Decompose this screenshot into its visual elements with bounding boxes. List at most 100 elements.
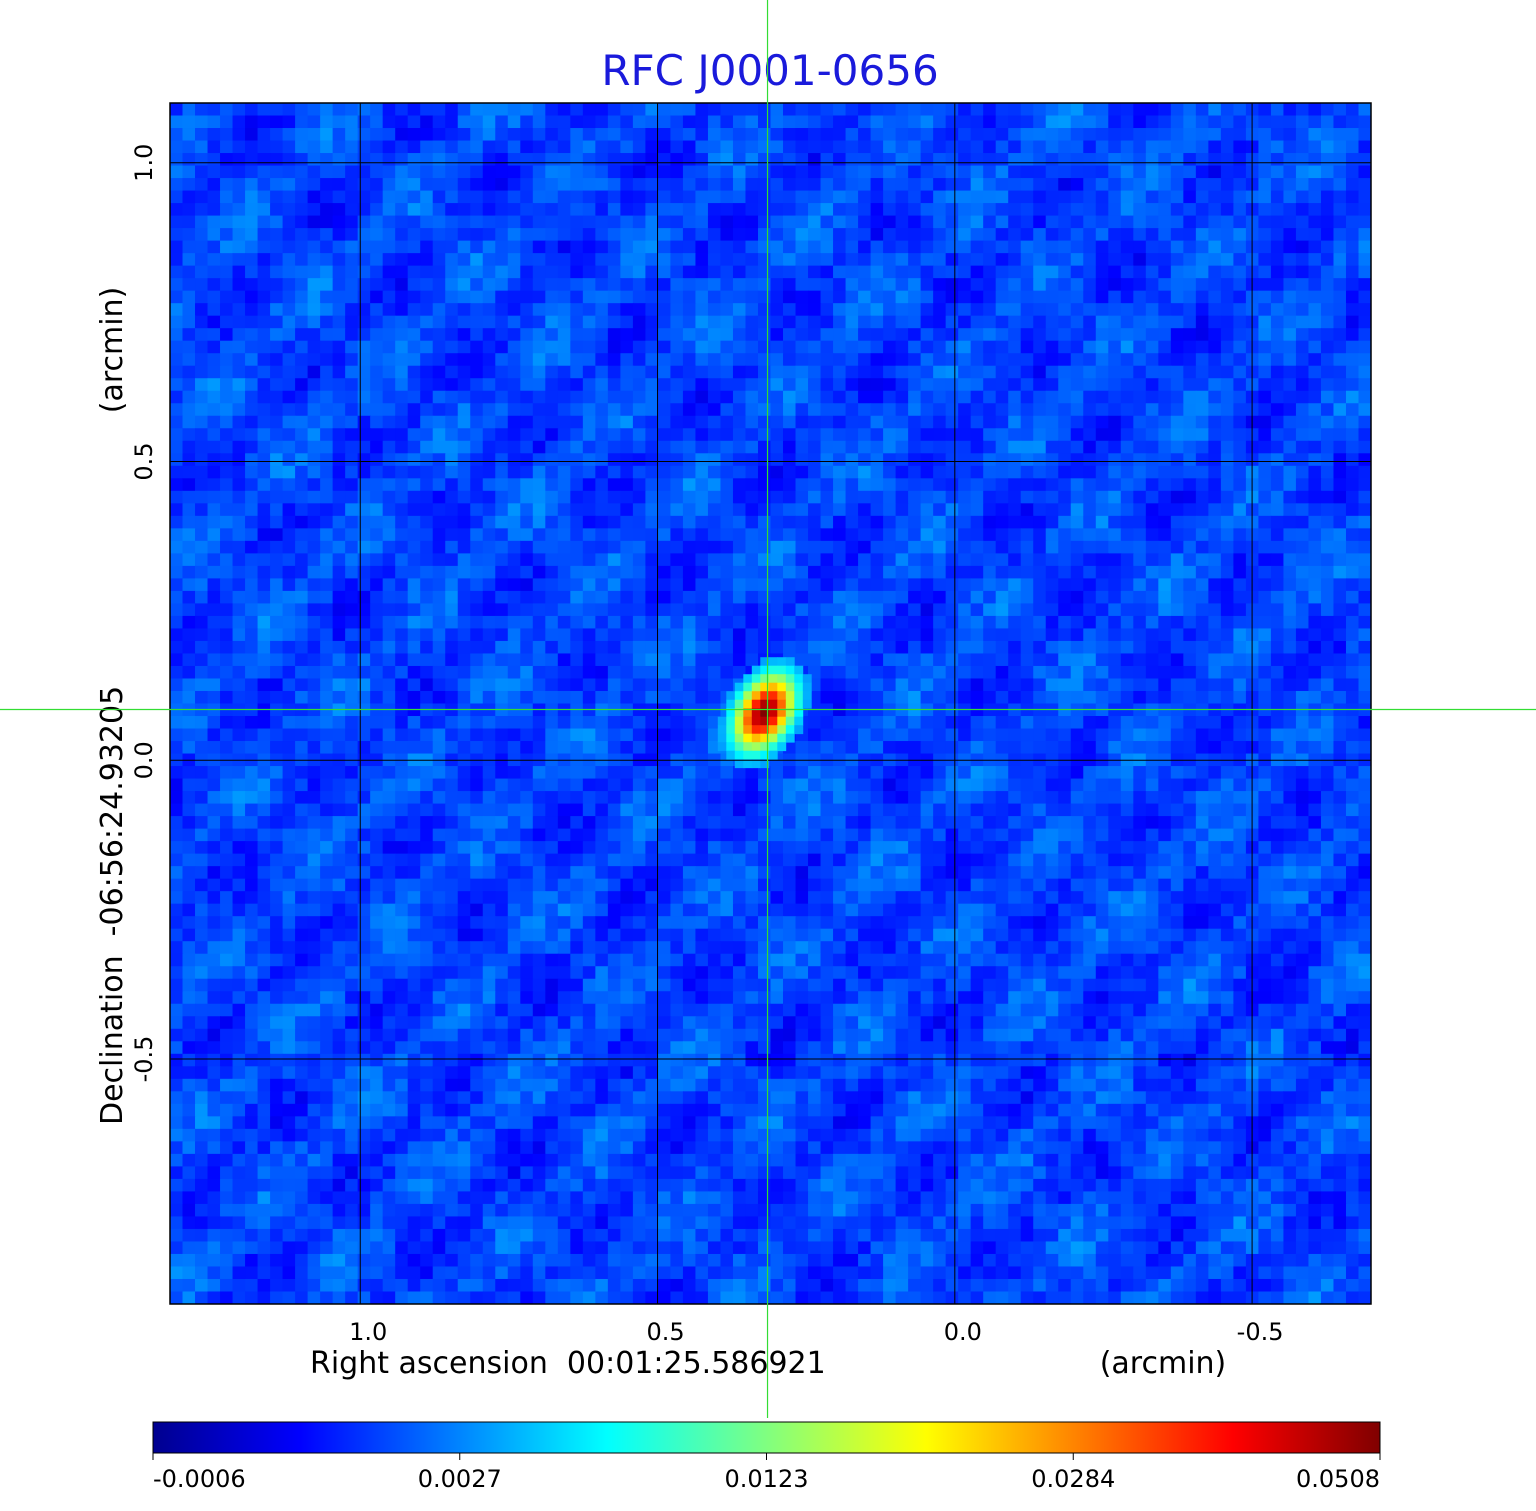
noise-pixel bbox=[1333, 415, 1347, 429]
noise-pixel bbox=[532, 553, 546, 567]
noise-pixel bbox=[1283, 228, 1297, 242]
noise-pixel bbox=[1008, 178, 1022, 192]
noise-pixel bbox=[695, 615, 709, 630]
noise-pixel bbox=[407, 278, 421, 292]
noise-pixel bbox=[783, 265, 797, 279]
noise-pixel bbox=[1333, 303, 1347, 317]
noise-pixel bbox=[607, 603, 621, 617]
noise-pixel bbox=[245, 565, 259, 579]
noise-pixel bbox=[332, 578, 346, 592]
noise-pixel bbox=[1133, 628, 1147, 642]
noise-pixel bbox=[920, 515, 934, 529]
noise-pixel bbox=[1070, 178, 1084, 192]
noise-pixel bbox=[282, 653, 296, 667]
noise-pixel bbox=[545, 340, 559, 354]
noise-pixel bbox=[270, 640, 284, 655]
noise-pixel bbox=[883, 553, 897, 567]
noise-pixel bbox=[345, 615, 359, 630]
noise-pixel bbox=[495, 716, 509, 730]
noise-pixel bbox=[958, 153, 972, 167]
noise-pixel bbox=[757, 253, 772, 267]
noise-pixel bbox=[632, 565, 646, 579]
noise-pixel bbox=[482, 303, 496, 317]
noise-pixel bbox=[1308, 565, 1322, 579]
noise-pixel bbox=[1358, 690, 1371, 705]
noise-pixel bbox=[445, 103, 459, 117]
noise-pixel bbox=[532, 415, 546, 429]
noise-pixel bbox=[545, 603, 559, 617]
noise-pixel bbox=[845, 428, 859, 442]
noise-pixel bbox=[1120, 278, 1134, 292]
noise-pixel bbox=[1170, 390, 1184, 404]
noise-pixel bbox=[757, 228, 772, 242]
noise-pixel bbox=[1033, 653, 1047, 667]
noise-pixel bbox=[1120, 665, 1134, 680]
noise-pixel bbox=[1158, 528, 1172, 542]
noise-pixel bbox=[1158, 278, 1172, 292]
noise-pixel bbox=[732, 365, 747, 379]
noise-pixel bbox=[307, 628, 321, 642]
noise-pixel bbox=[257, 128, 271, 142]
noise-pixel bbox=[958, 553, 972, 567]
noise-pixel bbox=[1233, 465, 1247, 479]
noise-pixel bbox=[470, 565, 484, 579]
noise-pixel bbox=[570, 578, 584, 592]
noise-pixel bbox=[557, 603, 571, 617]
noise-pixel bbox=[870, 628, 884, 642]
noise-pixel bbox=[170, 628, 184, 642]
noise-pixel bbox=[895, 153, 909, 167]
noise-pixel bbox=[920, 315, 934, 329]
noise-pixel bbox=[895, 640, 909, 655]
noise-pixel bbox=[170, 278, 184, 292]
noise-pixel bbox=[983, 253, 997, 267]
noise-pixel bbox=[1283, 353, 1297, 367]
noise-pixel bbox=[1133, 415, 1147, 429]
noise-pixel bbox=[1195, 140, 1209, 154]
noise-pixel bbox=[282, 515, 296, 529]
noise-pixel bbox=[645, 741, 659, 755]
noise-pixel bbox=[182, 290, 196, 304]
noise-pixel bbox=[1320, 215, 1335, 229]
noise-pixel bbox=[382, 678, 396, 692]
noise-pixel bbox=[207, 503, 221, 517]
noise-pixel bbox=[845, 190, 859, 204]
noise-pixel bbox=[345, 528, 359, 542]
noise-pixel bbox=[757, 428, 772, 442]
noise-pixel bbox=[420, 515, 434, 529]
noise-pixel bbox=[332, 365, 346, 379]
noise-pixel bbox=[1220, 203, 1234, 217]
noise-pixel bbox=[1308, 515, 1322, 529]
noise-pixel bbox=[958, 390, 972, 404]
noise-pixel bbox=[1270, 653, 1285, 667]
noise-pixel bbox=[207, 565, 221, 579]
noise-pixel bbox=[545, 290, 559, 304]
noise-pixel bbox=[670, 578, 684, 592]
noise-pixel bbox=[470, 716, 484, 730]
noise-pixel bbox=[507, 390, 521, 404]
noise-pixel bbox=[607, 203, 621, 217]
noise-pixel bbox=[220, 603, 234, 617]
noise-pixel bbox=[1333, 690, 1347, 705]
noise-pixel bbox=[595, 353, 609, 367]
noise-pixel bbox=[1108, 303, 1122, 317]
noise-pixel bbox=[720, 178, 734, 192]
noise-pixel bbox=[1345, 716, 1360, 730]
noise-pixel bbox=[532, 465, 546, 479]
noise-pixel bbox=[632, 140, 646, 154]
noise-pixel bbox=[370, 628, 384, 642]
noise-pixel bbox=[395, 190, 409, 204]
noise-pixel bbox=[395, 403, 409, 417]
noise-pixel bbox=[182, 340, 196, 354]
noise-pixel bbox=[445, 553, 459, 567]
noise-pixel bbox=[432, 615, 446, 630]
noise-pixel bbox=[1070, 515, 1084, 529]
noise-pixel bbox=[783, 590, 797, 605]
noise-pixel bbox=[1158, 315, 1172, 329]
noise-pixel bbox=[170, 490, 184, 504]
noise-pixel bbox=[620, 628, 634, 642]
noise-pixel bbox=[983, 165, 997, 179]
noise-pixel bbox=[858, 528, 872, 542]
noise-pixel bbox=[845, 628, 859, 642]
noise-pixel bbox=[270, 403, 284, 417]
noise-pixel bbox=[270, 528, 284, 542]
